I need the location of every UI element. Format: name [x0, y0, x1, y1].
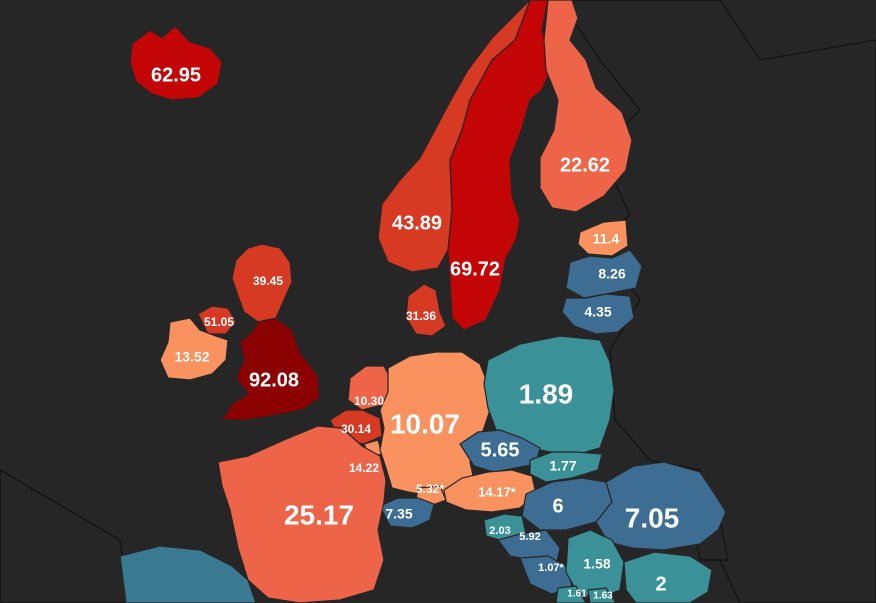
france-label: 25.17 [284, 499, 354, 530]
kosovo-shape[interactable] [587, 587, 617, 603]
bulgaria-label: 2 [655, 573, 666, 595]
serbia-label: 1.58 [583, 556, 610, 572]
liechtenstein-label: 5.32* [416, 482, 444, 496]
montenegro-shape[interactable] [555, 585, 587, 603]
belgium-label: 30.14 [341, 422, 371, 436]
ireland-shape[interactable] [159, 317, 229, 381]
value-labels: 62.95 43.89 69.72 22.62 11.4 8.26 4.35 3… [151, 64, 679, 601]
luxembourg-label: 14.22 [349, 461, 379, 475]
denmark-shape[interactable] [405, 283, 447, 337]
iceland-label: 62.95 [151, 64, 201, 86]
bulgaria-shape[interactable] [623, 551, 713, 603]
sweden-shape[interactable] [447, 0, 553, 331]
ireland-label: 13.52 [174, 349, 209, 365]
czechia-label: 5.65 [481, 439, 520, 461]
iberia-shape [119, 545, 257, 603]
poland-shape[interactable] [483, 335, 615, 457]
latvia-shape[interactable] [565, 249, 643, 299]
finland-shape[interactable] [539, 0, 633, 213]
slovakia-shape[interactable] [529, 451, 603, 483]
croatia-label: 5.92 [519, 531, 540, 543]
estonia-shape[interactable] [577, 219, 629, 257]
slovakia-label: 1.77 [549, 458, 576, 474]
serbia-shape[interactable] [565, 529, 625, 599]
czechia-shape[interactable] [459, 429, 541, 473]
finland-label: 22.62 [560, 154, 610, 176]
iceland-shape[interactable] [129, 25, 223, 101]
country-shapes [119, 0, 727, 603]
switzerland-shape[interactable] [379, 497, 435, 529]
scotland-shape[interactable] [231, 243, 293, 323]
poland-label: 1.89 [519, 378, 574, 409]
austria-label: 14.17* [478, 484, 517, 499]
bosnia-label: 1.07* [538, 562, 564, 574]
montenegro-label: 1.61 [567, 589, 587, 600]
romania-shape[interactable] [595, 461, 727, 551]
lithuania-label: 4.35 [584, 304, 611, 320]
sweden-label: 69.72 [450, 258, 500, 280]
norway-label: 43.89 [392, 212, 442, 234]
scotland-label: 39.45 [253, 274, 283, 288]
lithuania-shape[interactable] [561, 293, 635, 335]
england-shape[interactable] [220, 317, 321, 421]
england-label: 92.08 [249, 369, 299, 391]
denmark-label: 31.36 [406, 309, 436, 323]
northern-ireland-label: 51.05 [204, 315, 234, 329]
hungary-label: 6 [552, 495, 563, 517]
netherlands-label: 10.30 [354, 394, 384, 408]
france-shape[interactable] [217, 425, 387, 603]
estonia-label: 11.4 [593, 231, 620, 247]
slovenia-label: 2.03 [489, 525, 510, 537]
germany-label: 10.07 [390, 408, 460, 439]
kosovo-label: 1.63 [593, 591, 613, 602]
romania-label: 7.05 [625, 502, 680, 533]
switzerland-label: 7.35 [385, 506, 412, 522]
latvia-label: 8.26 [598, 266, 625, 282]
